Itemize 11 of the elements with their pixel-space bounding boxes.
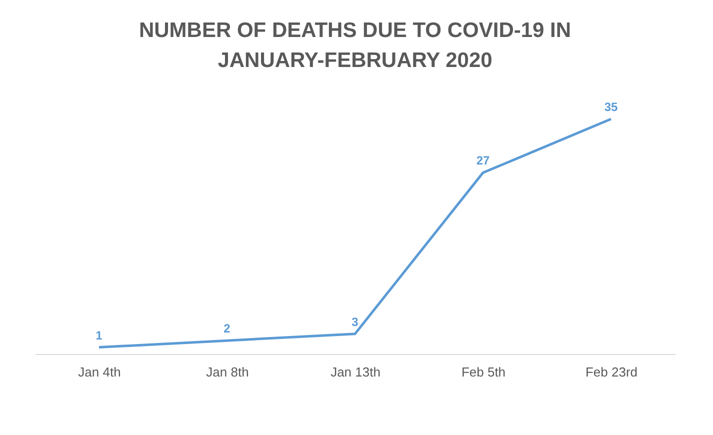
x-tick-label: Feb 5th: [461, 364, 506, 380]
x-tick-label: Jan 13th: [330, 364, 380, 380]
chart-title: NUMBER OF DEATHS DUE TO COVID-19 IN JANUARY-FEBRUARY 2020: [138, 19, 572, 72]
data-label: 2: [224, 322, 231, 336]
data-label: 1: [96, 328, 103, 342]
data-label: 35: [604, 100, 618, 114]
x-tick-label: Jan 4th: [78, 364, 121, 380]
data-label: 27: [476, 154, 490, 168]
data-label: 3: [352, 314, 359, 329]
x-tick-label: Feb 23rd: [585, 364, 638, 380]
x-tick-label: Jan 8th: [206, 364, 249, 380]
